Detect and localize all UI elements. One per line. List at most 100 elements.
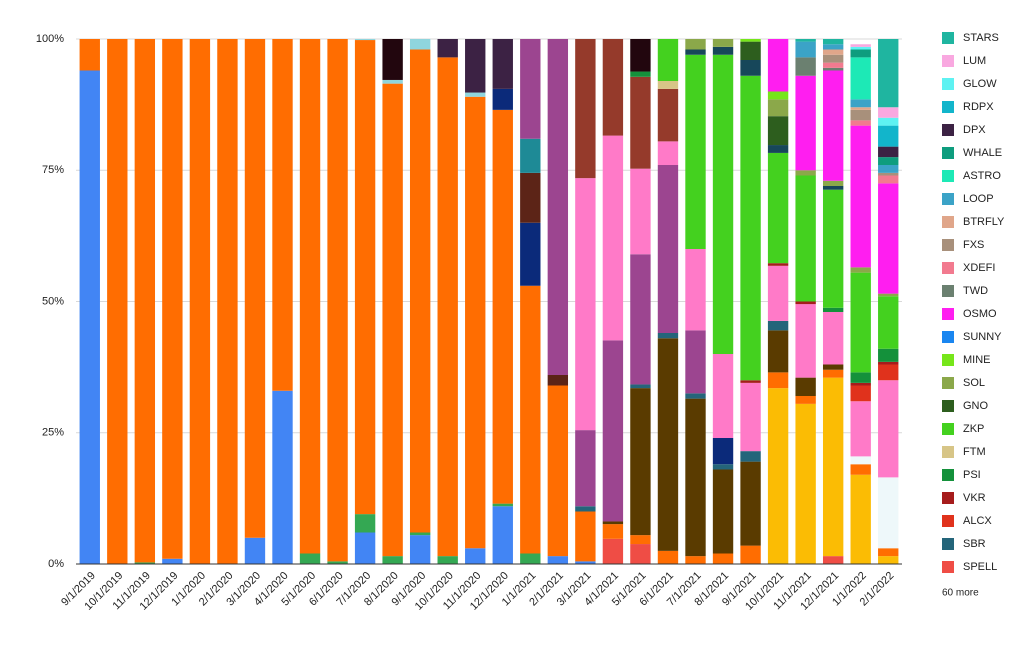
bar-segment — [575, 39, 596, 179]
legend-swatch — [942, 515, 954, 527]
legend-label: SUNNY — [963, 331, 1002, 343]
bar-segment — [602, 521, 624, 525]
legend-swatch — [942, 492, 954, 504]
legend-swatch — [942, 354, 954, 366]
bar-segment — [850, 382, 871, 386]
legend-label: SBR — [963, 538, 986, 550]
bar-segment — [878, 172, 899, 176]
bar-segment — [685, 39, 706, 50]
bar-segment — [795, 57, 816, 76]
legend-swatch — [942, 446, 954, 458]
bar-segment — [795, 75, 816, 171]
bar-segment — [327, 561, 348, 564]
bar-segment — [685, 54, 706, 249]
bar-segment — [878, 361, 899, 365]
bar-segment — [740, 60, 761, 76]
bar-segment — [795, 39, 816, 42]
bar-segment — [382, 39, 403, 80]
bar-segment — [740, 545, 761, 564]
legend-swatch — [942, 285, 954, 297]
bar-segment — [657, 39, 679, 81]
bar-segment — [795, 41, 816, 58]
bar-segment — [712, 464, 734, 470]
bar-segment — [822, 54, 844, 63]
bar-segment — [822, 377, 844, 557]
bar-segment — [575, 178, 596, 431]
bar-segment — [575, 506, 596, 512]
bar-segment — [767, 330, 789, 373]
bar-segment — [657, 141, 679, 165]
bar-segment — [299, 553, 321, 564]
bar-segment — [850, 474, 871, 564]
legend-label: LUM — [963, 55, 986, 67]
legend-swatch — [942, 239, 954, 251]
bar-segment — [878, 548, 899, 557]
bar-segment — [822, 49, 844, 55]
bar-segment — [878, 183, 899, 294]
bar-segment — [409, 532, 431, 536]
legend-swatch — [942, 124, 954, 136]
legend-swatch — [942, 377, 954, 389]
bar-segment — [602, 538, 624, 564]
bar-segment — [767, 99, 789, 117]
legend-swatch — [942, 170, 954, 182]
legend-label: ALCX — [963, 515, 992, 527]
bar-segment — [547, 556, 569, 564]
bar-segment — [850, 385, 871, 402]
bar-segment — [795, 170, 816, 176]
bar-segment — [767, 263, 789, 266]
bar-segment — [822, 186, 844, 190]
bar-segment — [878, 477, 899, 549]
bar-segment — [244, 39, 266, 538]
bar-segment — [878, 39, 899, 108]
bar-segment — [547, 375, 569, 386]
bar-segment — [822, 189, 844, 308]
bar-segment — [850, 464, 871, 475]
bar-segment — [630, 384, 651, 389]
bar-segment — [657, 81, 679, 89]
legend-swatch — [942, 193, 954, 205]
legend-swatch — [942, 216, 954, 228]
bar-segment — [850, 120, 871, 126]
legend-swatch — [942, 423, 954, 435]
bar-segment — [272, 390, 293, 564]
legend-swatch — [942, 55, 954, 67]
bar-segment — [850, 372, 871, 383]
legend-label: ASTRO — [963, 170, 1001, 182]
bar-segment — [712, 354, 734, 438]
bar-segment — [740, 461, 761, 546]
bar-segment — [685, 398, 706, 557]
legend-label: OSMO — [963, 308, 997, 320]
legend-label: WHALE — [963, 147, 1002, 159]
bar-segment — [327, 39, 348, 562]
bar-segment — [822, 364, 844, 370]
bar-segment — [630, 39, 651, 72]
bar-segment — [657, 333, 679, 339]
legend-label: GNO — [963, 400, 989, 412]
legend-label: SOL — [963, 377, 985, 389]
bar-segment — [465, 92, 486, 97]
bar-segment — [630, 535, 651, 545]
bar-segment — [575, 561, 596, 564]
bar-segment — [740, 382, 761, 452]
bar-segment — [712, 54, 734, 354]
bar-segment — [850, 49, 871, 58]
bar-segment — [575, 511, 596, 562]
bar-segment — [740, 380, 761, 383]
bar-segment — [878, 348, 899, 362]
bar-segment — [602, 524, 624, 539]
bar-segment — [712, 39, 734, 47]
y-tick-label: 0% — [48, 558, 64, 570]
bar-segment — [354, 532, 376, 564]
bar-segment — [878, 157, 899, 165]
legend-swatch — [942, 262, 954, 274]
legend-label: XDEFI — [963, 262, 995, 274]
bar-segment — [850, 125, 871, 268]
bar-segment — [465, 39, 486, 93]
bar-segment — [822, 67, 844, 71]
bar-segment — [878, 165, 899, 173]
bar-segment — [189, 39, 211, 564]
bar-segment — [382, 556, 403, 564]
bar-segment — [657, 550, 679, 564]
bar-segment — [712, 46, 734, 55]
